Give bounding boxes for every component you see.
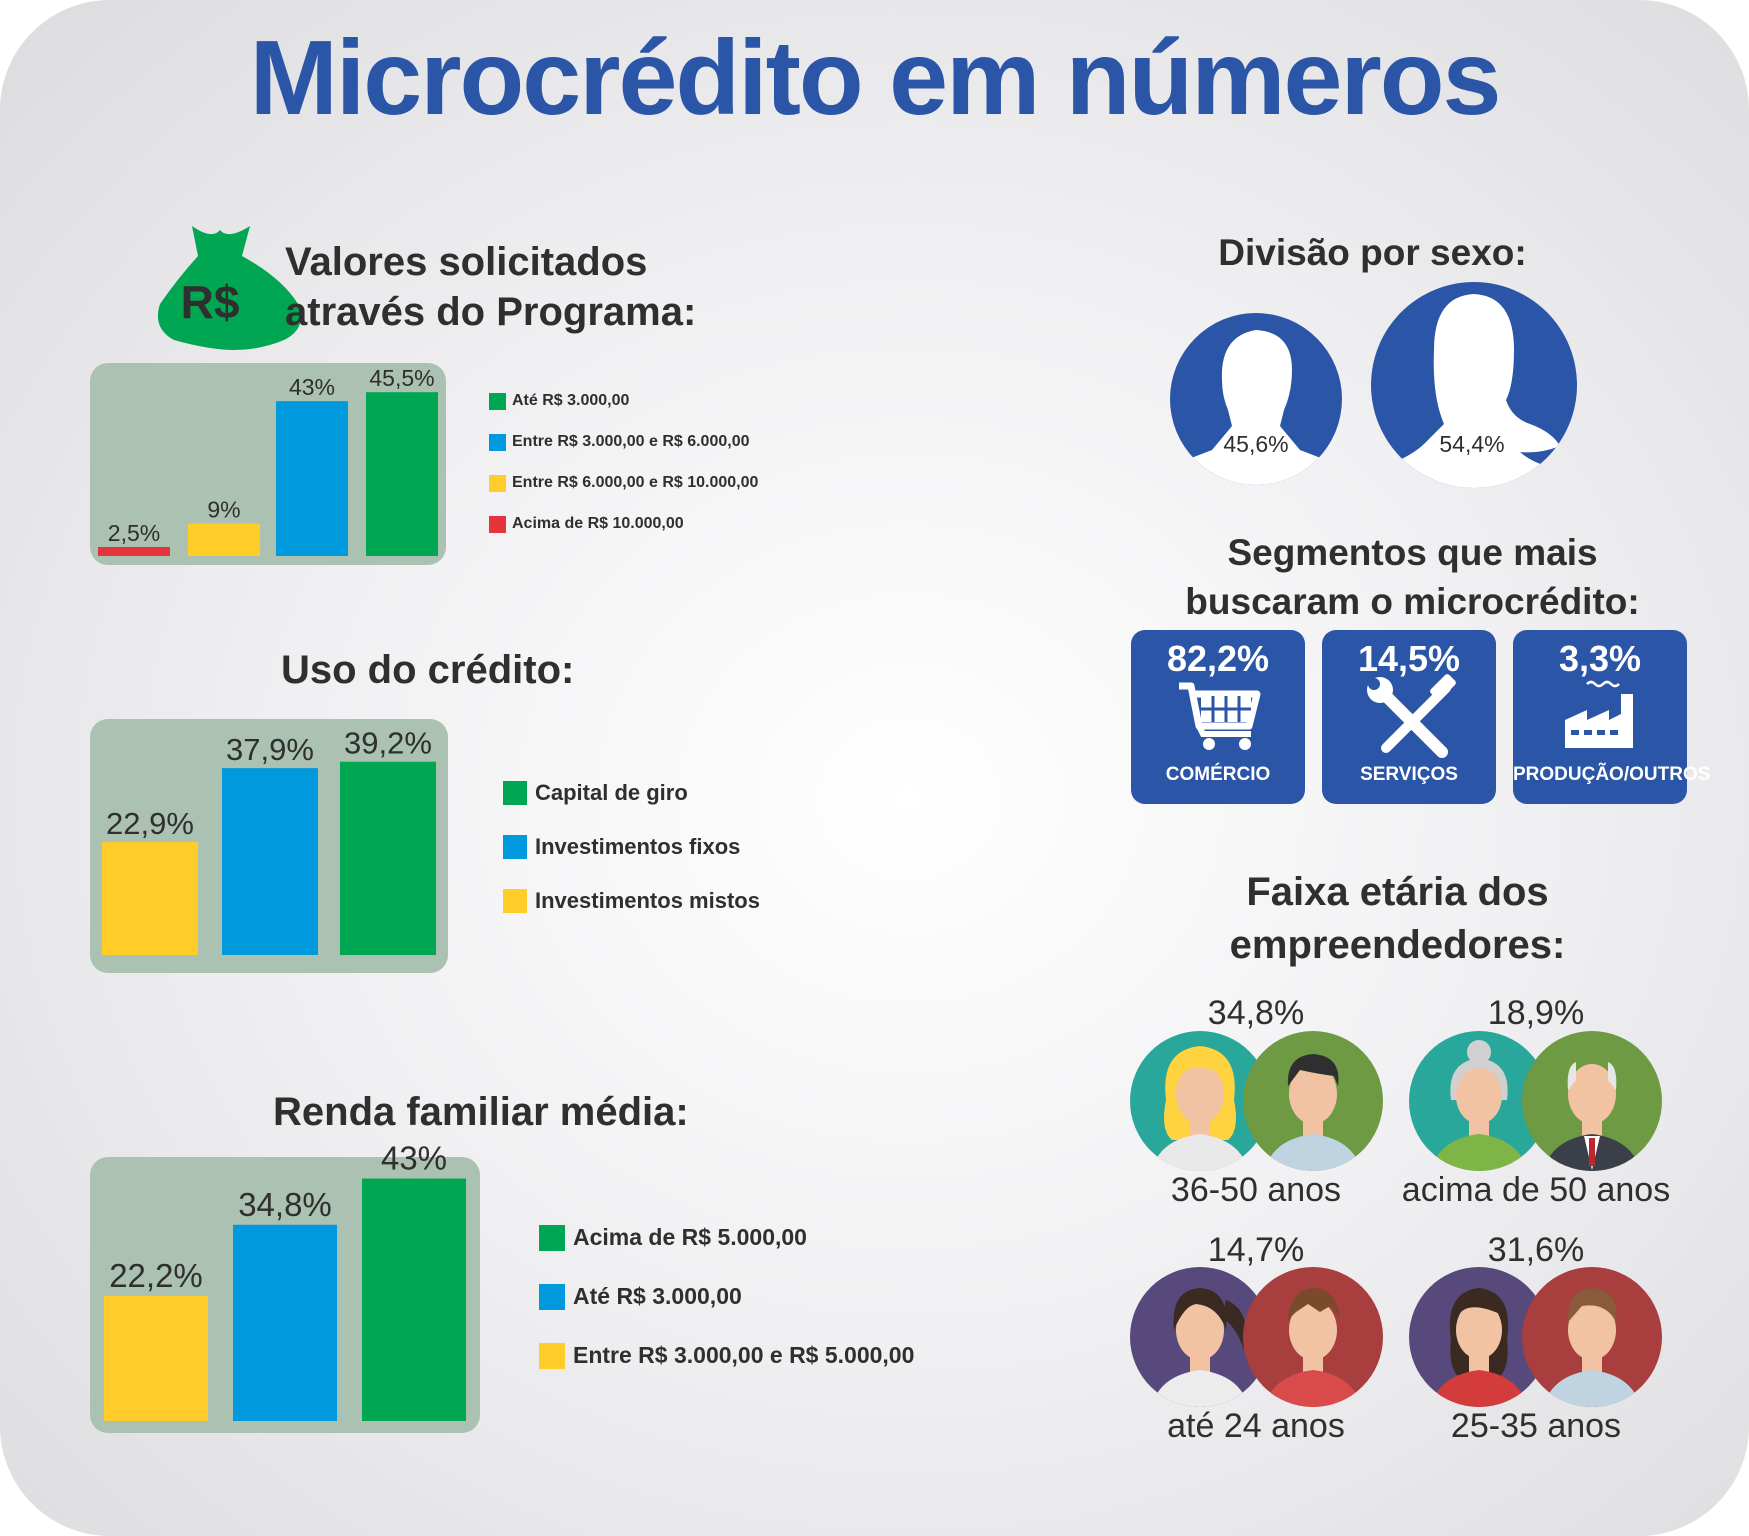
bar-value-label: 9% <box>207 497 240 523</box>
faixa-title-line2: empreendedores: <box>1229 923 1566 967</box>
legend-swatch <box>503 835 527 859</box>
legend-item-acima-10000: Acima de R$ 10.000,00 <box>489 515 684 533</box>
bar <box>362 1178 466 1421</box>
bar-value-label: 39,2% <box>344 726 432 761</box>
uso-title: Uso do crédito: <box>281 648 575 692</box>
legend-swatch <box>503 889 527 913</box>
legend-swatch <box>489 474 506 492</box>
valores-title-line1: Valores solicitados <box>285 240 648 284</box>
segment-value: 82,2% <box>1166 638 1270 679</box>
bar <box>233 1224 337 1421</box>
age-label: até 24 anos <box>1167 1407 1345 1445</box>
segment-label: COMÉRCIO <box>1165 764 1271 785</box>
segment-value: 3,3% <box>1558 638 1642 679</box>
legend-item-6000-10000: Entre R$ 6.000,00 e R$ 10.000,00 <box>489 474 758 492</box>
money-bag-text: R$ <box>181 276 240 328</box>
money-bag-icon: R$ <box>157 226 301 350</box>
sexo-title: Divisão por sexo: <box>1218 232 1527 273</box>
legend-swatch <box>489 433 506 451</box>
bar-value-label: 2,5% <box>108 520 160 546</box>
segment-comercio: 82,2% COMÉRCIO <box>1131 630 1305 804</box>
shopping-cart-icon <box>1179 682 1261 750</box>
female-avatar-icon <box>1371 282 1577 488</box>
age-percent: 18,9% <box>1487 994 1585 1032</box>
bar <box>188 523 260 556</box>
segmentos-title-line1: Segmentos que mais <box>1227 532 1598 573</box>
legend-swatch <box>539 1224 565 1251</box>
legend-item-acima-5000: Acima de R$ 5.000,00 <box>539 1224 807 1251</box>
bar-value-label: 34,8% <box>238 1186 332 1223</box>
young-woman-avatar-icon <box>1130 1267 1270 1407</box>
segment-value: 14,5% <box>1357 638 1461 679</box>
legend-item-3000-6000: Entre R$ 3.000,00 e R$ 6.000,00 <box>489 433 750 451</box>
young-man-avatar-icon <box>1243 1267 1383 1407</box>
male-avatar-icon <box>1170 313 1342 485</box>
chart-panel <box>90 363 446 565</box>
bar-value-label: 43% <box>289 374 335 400</box>
age-percent: 34,8% <box>1207 994 1305 1032</box>
segment-label: PRODUÇÃO/OUTROS <box>1513 764 1711 785</box>
male-percent: 45,6% <box>1223 431 1288 457</box>
page-title: Microcrédito em números <box>249 19 1502 137</box>
segment-servicos: 14,5% SERVIÇOS <box>1322 630 1496 804</box>
legend-swatch <box>503 781 527 805</box>
bar <box>276 401 348 556</box>
legend-item-invest-fixos: Investimentos fixos <box>503 834 740 860</box>
bar-value-label: 43% <box>381 1140 447 1177</box>
legend-swatch <box>539 1342 565 1369</box>
renda-title: Renda familiar média: <box>273 1090 689 1134</box>
segment-producao: 3,3% PRODUÇÃO/OUTROS <box>1513 630 1711 804</box>
bar <box>104 1295 208 1421</box>
bar <box>102 842 198 955</box>
legend-swatch <box>489 392 506 410</box>
bar-value-label: 22,2% <box>109 1257 203 1294</box>
age-label: acima de 50 anos <box>1401 1171 1671 1209</box>
legend-item-invest-mistos: Investimentos mistos <box>503 888 760 914</box>
adult-man-avatar-icon <box>1522 1267 1662 1407</box>
faixa-title-line1: Faixa etária dos <box>1246 870 1549 914</box>
elderly-man-avatar-icon <box>1522 1031 1662 1171</box>
legend-item-ate-3000: Até R$ 3.000,00 <box>489 392 629 410</box>
legend-item-3000-5000: Entre R$ 3.000,00 e R$ 5.000,00 <box>539 1342 914 1369</box>
age-label: 36-50 anos <box>1170 1171 1342 1209</box>
bar <box>340 761 436 955</box>
age-percent: 31,6% <box>1487 1231 1585 1269</box>
bar <box>98 547 170 556</box>
bar-value-label: 45,5% <box>369 365 434 391</box>
segmentos-title-line2: buscaram o microcrédito: <box>1185 581 1640 622</box>
bar <box>366 392 438 556</box>
legend-swatch <box>489 515 506 533</box>
legend-item-capital-giro: Capital de giro <box>503 780 688 806</box>
age-label: 25-35 anos <box>1450 1407 1622 1445</box>
valores-title-line2: através do Programa: <box>285 290 697 334</box>
bar-value-label: 22,9% <box>106 806 194 841</box>
elderly-woman-avatar-icon <box>1409 1031 1549 1171</box>
segment-label: SERVIÇOS <box>1360 764 1458 785</box>
man-avatar-icon <box>1243 1031 1383 1171</box>
legend-swatch <box>539 1283 565 1310</box>
tools-icon <box>1367 674 1456 758</box>
bar-value-label: 37,9% <box>226 732 314 767</box>
age-percent: 14,7% <box>1207 1231 1305 1269</box>
factory-icon <box>1565 680 1633 748</box>
legend-item-ate-3000-renda: Até R$ 3.000,00 <box>539 1283 742 1310</box>
female-percent: 54,4% <box>1439 431 1504 457</box>
bar <box>222 768 318 955</box>
